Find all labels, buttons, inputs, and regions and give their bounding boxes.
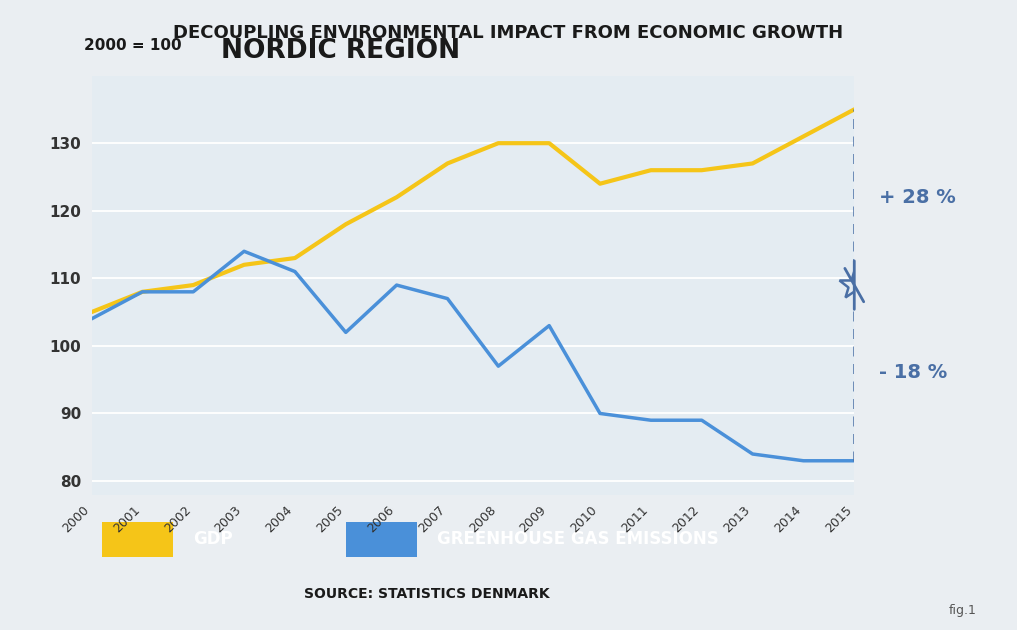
Text: - 18 %: - 18 % xyxy=(879,364,947,382)
Text: SOURCE: STATISTICS DENMARK: SOURCE: STATISTICS DENMARK xyxy=(304,587,550,601)
Text: DECOUPLING ENVIRONMENTAL IMPACT FROM ECONOMIC GROWTH: DECOUPLING ENVIRONMENTAL IMPACT FROM ECO… xyxy=(174,24,843,42)
Text: GDP: GDP xyxy=(193,530,233,548)
Text: 2000 = 100: 2000 = 100 xyxy=(83,38,181,53)
Text: + 28 %: + 28 % xyxy=(879,188,955,207)
Text: GREENHOUSE GAS EMISSIONS: GREENHOUSE GAS EMISSIONS xyxy=(437,530,719,548)
Text: fig.1: fig.1 xyxy=(949,604,976,617)
Bar xyxy=(346,522,417,558)
Text: NORDIC REGION: NORDIC REGION xyxy=(222,38,461,64)
Bar xyxy=(102,522,173,558)
